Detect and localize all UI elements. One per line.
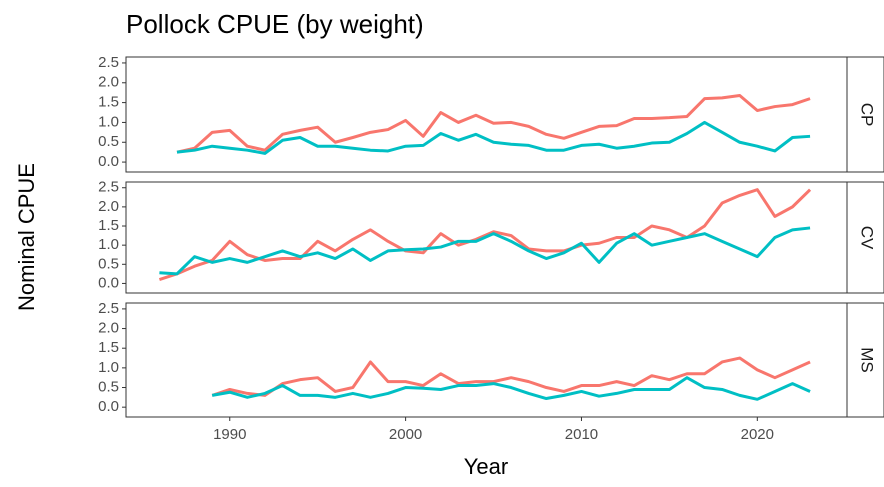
data-line [159,226,811,276]
x-tick-label: 2020 [741,426,774,443]
y-tick-label: 2.0 [98,74,119,91]
y-tick-label: 2.0 [98,320,119,337]
y-tick-label: 0.5 [98,133,119,150]
y-tick-label: 1.0 [98,113,119,130]
y-tick-label: 0.0 [98,398,119,415]
y-axis-label: Nominal CPUE [14,163,39,311]
chart-title: Pollock CPUE (by weight) [126,9,424,39]
x-tick-label: 2000 [389,426,422,443]
y-tick-label: 1.5 [98,94,119,111]
y-tick-label: 2.0 [98,198,119,215]
facet-label: CP [858,103,877,127]
facet-label: MS [858,347,877,373]
data-line [211,356,811,397]
x-axis-label: Year [464,454,508,479]
facet-strip [846,302,884,418]
y-tick-label: 0.0 [98,274,119,291]
y-tick-label: 1.5 [98,217,119,234]
y-tick-label: 0.5 [98,255,119,272]
x-tick-label: 1990 [213,426,246,443]
data-line [176,120,811,155]
y-tick-label: 0.5 [98,378,119,395]
y-tick-label: 2.5 [98,179,119,196]
data-line [176,93,811,154]
x-tick-label: 2010 [565,426,598,443]
facet-strip [846,56,884,173]
panel [125,302,848,418]
data-line [211,376,811,401]
data-line [158,188,812,282]
y-tick-label: 1.5 [98,339,119,356]
y-tick-label: 0.0 [98,153,119,170]
y-tick-label: 2.5 [98,300,119,317]
y-tick-label: 1.0 [98,236,119,253]
y-tick-label: 2.5 [98,54,119,71]
y-tick-label: 1.0 [98,359,119,376]
facet-strip [846,181,884,294]
facet-label: CV [858,226,877,250]
panel [125,56,848,173]
